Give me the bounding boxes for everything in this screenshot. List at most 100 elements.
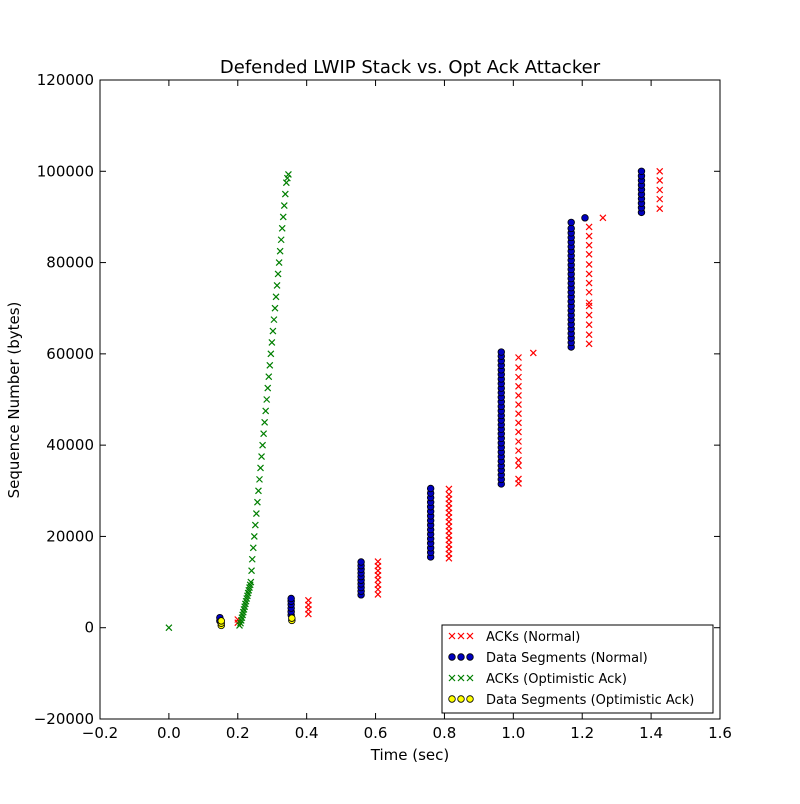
- data-point: [260, 430, 268, 438]
- x-axis-ticks: −0.2 0.0 0.2 0.4 0.6 0.8 1.0 1.2 1.4 1.6: [82, 80, 732, 742]
- data-marks: [165, 167, 664, 632]
- data-point: [257, 464, 264, 472]
- legend-marker: [466, 653, 474, 661]
- legend-marker: [457, 632, 465, 640]
- data-point: [284, 171, 292, 178]
- legend-label: ACKs (Optimistic Ack): [486, 672, 627, 687]
- data-point: [585, 299, 593, 307]
- legend-marker: [466, 674, 474, 682]
- legend-marker: [448, 695, 456, 703]
- data-point: [656, 176, 664, 184]
- data-point: [445, 491, 453, 498]
- y-tick-label: 120000: [37, 71, 94, 89]
- data-point: [262, 407, 270, 415]
- data-point: [276, 247, 284, 255]
- data-point: [267, 350, 275, 358]
- data-point: [515, 475, 522, 483]
- data-point: [165, 624, 173, 632]
- y-axis-label: Sequence Number (bytes): [5, 302, 23, 499]
- x-axis-label: Time (sec): [370, 746, 449, 764]
- data-point: [217, 617, 225, 625]
- data-point: [374, 581, 382, 589]
- legend-label: Data Segments (Optimistic Ack): [486, 693, 694, 708]
- data-point: [656, 167, 664, 175]
- data-point: [585, 331, 593, 339]
- y-axis-ticks: −20000 0 20000 40000 60000 80000 100000 120000: [34, 71, 720, 728]
- x-tick-label: 0.8: [433, 724, 457, 742]
- data-point: [515, 354, 522, 361]
- data-point: [248, 555, 256, 563]
- data-point: [287, 594, 295, 603]
- data-point: [585, 250, 593, 258]
- data-point: [270, 316, 278, 324]
- legend-item: Data Segments (Optimistic Ack): [448, 693, 694, 708]
- data-point: [515, 438, 522, 445]
- legend-label: ACKs (Normal): [486, 630, 580, 645]
- data-point: [248, 567, 255, 575]
- legend: ACKs (Normal) Data Segments (Normal) ACKs …: [441, 624, 714, 714]
- data-point: [515, 428, 522, 436]
- series-acks-optimistic-ack: [165, 171, 292, 632]
- legend-marker: [457, 653, 465, 661]
- legend-marker: [466, 632, 474, 640]
- data-point: [264, 384, 272, 392]
- data-point: [263, 396, 271, 403]
- x-tick-label: 1.4: [639, 724, 663, 742]
- y-tick-label: 20000: [46, 527, 94, 545]
- data-point: [515, 447, 522, 455]
- data-point: [304, 596, 312, 604]
- data-point: [585, 232, 593, 240]
- chart-title: Defended LWIP Stack vs. Opt Ack Attacker: [220, 57, 601, 78]
- legend-marker: [457, 695, 465, 703]
- plot-frame: [99, 79, 721, 720]
- data-point: [280, 202, 288, 209]
- x-tick-label: 1.2: [570, 724, 594, 742]
- y-tick-label: 100000: [37, 162, 94, 180]
- data-point: [269, 327, 277, 335]
- data-point: [279, 213, 287, 221]
- x-tick-label: 1.0: [501, 724, 525, 742]
- data-point: [255, 487, 262, 495]
- data-point: [256, 475, 263, 483]
- data-point: [515, 373, 522, 381]
- x-tick-label: −0.2: [82, 724, 118, 742]
- x-tick-label: 0.0: [157, 724, 181, 742]
- legend-marker: [466, 695, 474, 703]
- data-point: [585, 302, 593, 310]
- data-point: [581, 214, 589, 222]
- legend-marker: [457, 674, 465, 682]
- data-point: [585, 340, 593, 348]
- legend-label: Data Segments (Normal): [486, 651, 648, 666]
- data-point: [277, 236, 285, 244]
- data-point: [585, 270, 593, 278]
- legend-item: ACKs (Optimistic Ack): [448, 672, 627, 687]
- data-point: [585, 223, 593, 231]
- data-point: [251, 521, 259, 529]
- legend-marker: [448, 674, 456, 682]
- data-point: [585, 321, 593, 329]
- legend-marker: [448, 632, 456, 640]
- data-point: [585, 260, 593, 268]
- data-point: [288, 614, 296, 622]
- data-point: [252, 510, 260, 518]
- data-point: [656, 186, 664, 194]
- data-point: [272, 293, 280, 301]
- data-point: [585, 288, 593, 296]
- data-point: [515, 410, 522, 418]
- data-point: [250, 533, 258, 540]
- data-point: [278, 224, 286, 232]
- data-point: [236, 622, 243, 629]
- data-point: [515, 456, 522, 464]
- data-point: [357, 558, 365, 566]
- x-tick-label: 0.6: [364, 724, 388, 742]
- data-point: [261, 418, 269, 426]
- data-point: [656, 195, 664, 203]
- x-tick-label: 1.6: [708, 724, 732, 742]
- data-point: [515, 382, 522, 390]
- data-point: [497, 348, 505, 356]
- legend-marker: [448, 653, 456, 661]
- y-tick-label: −20000: [34, 710, 94, 728]
- data-point: [445, 485, 453, 493]
- x-tick-label: 0.2: [226, 724, 250, 742]
